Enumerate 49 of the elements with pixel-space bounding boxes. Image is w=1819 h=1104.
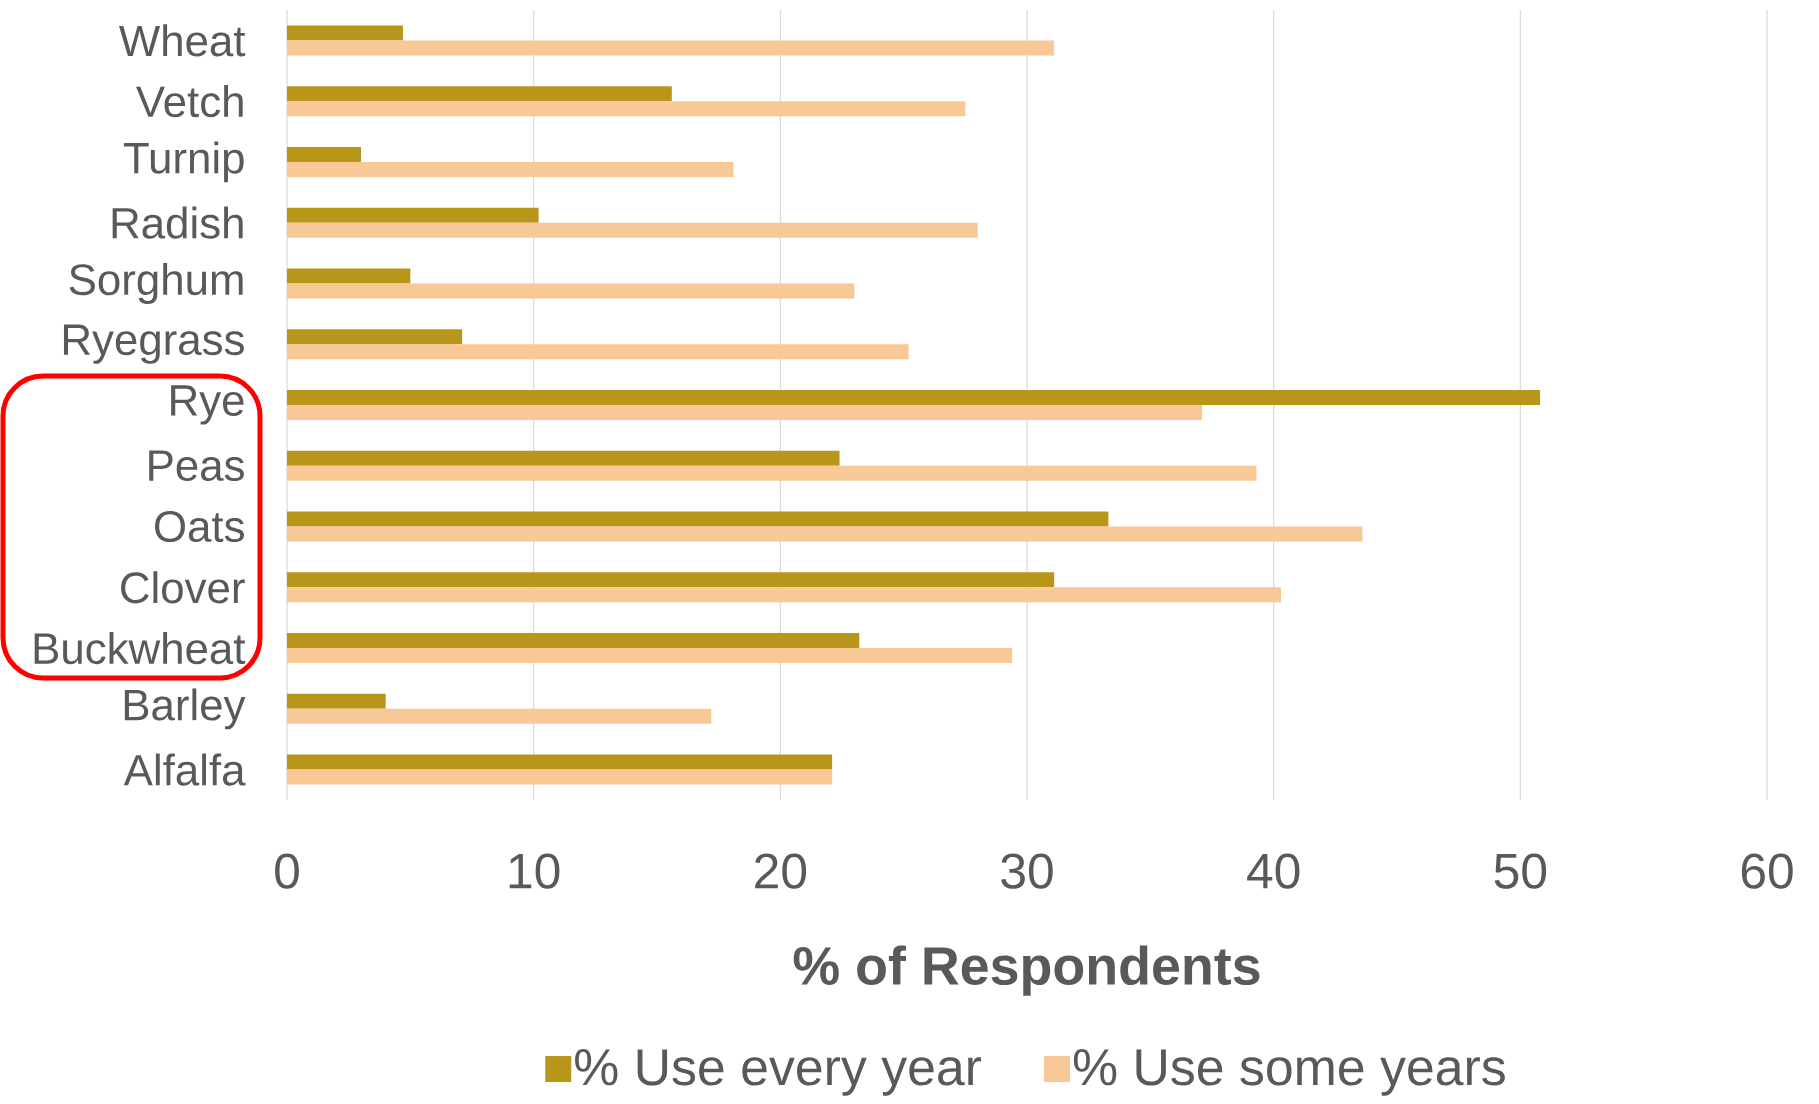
bar: [287, 207, 539, 223]
x-tick-label: 10: [509, 853, 560, 889]
bar: [287, 465, 1257, 481]
y-tick-label: Turnip: [123, 141, 244, 183]
bar: [287, 101, 966, 117]
bar: [287, 329, 463, 345]
bar: [287, 390, 1541, 405]
x-tick-label: 50: [1494, 853, 1547, 889]
bar: [287, 222, 978, 238]
bar: [287, 450, 840, 466]
y-tick-label: Vetch: [136, 85, 243, 118]
y-tick-label: Ryegrass: [63, 324, 244, 364]
y-tick-label: Barley: [124, 688, 246, 730]
x-tick-label: 0: [275, 853, 299, 889]
x-tick-label: 60: [1741, 853, 1793, 889]
y-tick-label: Buckwheat: [34, 631, 246, 665]
y-tick-label: Sorghum: [69, 263, 243, 304]
y-tick-label: Peas: [149, 450, 244, 482]
bar: [287, 268, 411, 284]
y-tick-label: Clover: [121, 571, 245, 604]
bar: [287, 86, 672, 102]
x-tick-label: 40: [1247, 853, 1300, 889]
y-tick-label: Wheat: [119, 24, 246, 57]
bar: [287, 708, 712, 724]
x-tick-label: 20: [755, 853, 807, 889]
legend-label: % Use every year: [575, 1049, 982, 1096]
y-tick-label: Alfalfa: [123, 753, 246, 786]
bar: [287, 769, 833, 785]
y-tick-label: Rye: [171, 385, 244, 425]
bar: [287, 25, 403, 41]
bar: [287, 526, 1363, 542]
y-tick-label: Radish: [112, 206, 243, 239]
bar: [287, 633, 860, 649]
bar: [287, 572, 1055, 588]
bar: [287, 587, 1282, 603]
bar: [287, 754, 833, 770]
x-tick-label: 30: [1001, 853, 1053, 889]
bar: [287, 344, 909, 360]
y-tick-label: Oats: [155, 511, 244, 543]
bar: [287, 161, 734, 177]
bar: [287, 511, 1109, 527]
bar: [287, 693, 386, 709]
bar: [287, 146, 362, 162]
bar: [287, 405, 1203, 420]
bar: [287, 648, 1013, 664]
x-axis-title: % of Respondents: [793, 945, 1260, 996]
bar: [287, 40, 1055, 56]
bar: [287, 283, 855, 299]
legend-label: % Use some years: [1073, 1049, 1505, 1096]
